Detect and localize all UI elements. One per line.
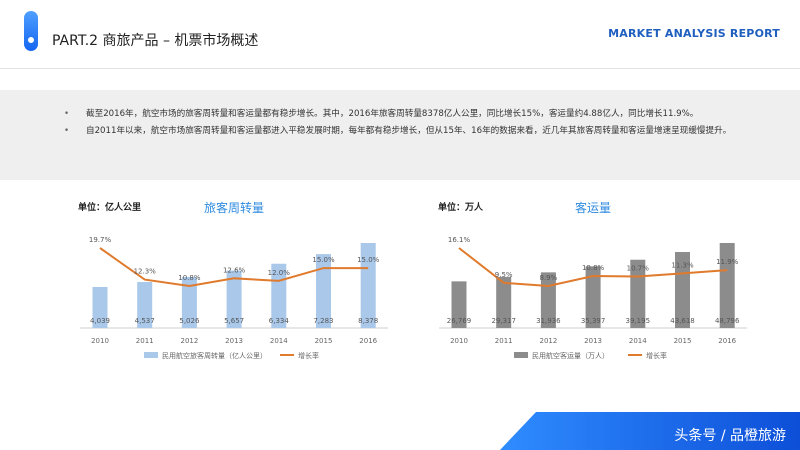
- growth-value-label: 12.6%: [223, 266, 246, 274]
- x-tick-label: 2011: [495, 337, 513, 345]
- bar-value-label: 39,195: [626, 317, 651, 325]
- x-tick-label: 2016: [718, 337, 736, 345]
- chart-title: 旅客周转量: [204, 200, 264, 215]
- summary-bullet: 截至2016年，航空市场的旅客周转量和客运量都有稳步增长。其中，2016年旅客周…: [64, 106, 776, 123]
- bar: [451, 281, 467, 328]
- growth-value-label: 8.9%: [540, 274, 558, 282]
- header-accent-dot: [28, 37, 34, 43]
- legend-line-label: 增长率: [646, 351, 667, 360]
- bar: [585, 266, 601, 328]
- x-tick-label: 2011: [136, 337, 154, 345]
- bar-value-label: 6,334: [269, 317, 290, 325]
- bar: [360, 243, 376, 328]
- legend-line-label: 增长率: [298, 351, 319, 360]
- summary-panel: 截至2016年，航空市场的旅客周转量和客运量都有稳步增长。其中，2016年旅客周…: [0, 90, 800, 180]
- legend-bar-label: 民用航空旅客周转量（亿人公里）: [162, 351, 267, 360]
- growth-value-label: 19.7%: [89, 236, 112, 244]
- bar: [181, 277, 197, 328]
- unit-label: 单位：万人: [438, 201, 484, 213]
- bar: [496, 276, 512, 328]
- header-accent-bar: [24, 11, 38, 51]
- bar: [719, 243, 735, 328]
- growth-value-label: 16.1%: [448, 236, 471, 244]
- growth-value-label: 15.0%: [357, 256, 380, 264]
- bar-value-label: 5,026: [179, 317, 200, 325]
- growth-value-label: 15.0%: [312, 256, 335, 264]
- growth-line: [99, 247, 369, 288]
- report-label: MARKET ANALYSIS REPORT: [608, 27, 780, 40]
- summary-list: 截至2016年，航空市场的旅客周转量和客运量都有稳步增长。其中，2016年旅客周…: [64, 106, 776, 140]
- page-title: PART.2 商旅产品 – 机票市场概述: [52, 33, 259, 49]
- x-tick-label: 2015: [315, 337, 333, 345]
- bar-value-label: 26,769: [447, 317, 472, 325]
- growth-value-label: 10.8%: [178, 274, 201, 282]
- x-tick-label: 2012: [180, 337, 198, 345]
- x-tick-label: 2016: [359, 337, 377, 345]
- growth-line: [458, 247, 728, 288]
- growth-value-label: 9.5%: [495, 271, 513, 279]
- bar-value-label: 8,378: [358, 317, 378, 325]
- bar-value-label: 48,796: [715, 317, 740, 325]
- chart-title: 客运量: [575, 200, 611, 215]
- growth-value-label: 11.9%: [716, 258, 739, 266]
- passenger-turnover-chart: 单位：亿人公里 旅客周转量 4,039 2010 4,537 2011 5,026 2012 5…: [78, 200, 389, 360]
- bar: [316, 254, 331, 328]
- x-tick-label: 2014: [270, 337, 288, 345]
- x-tick-label: 2013: [584, 337, 602, 345]
- x-tick-label: 2010: [450, 337, 468, 345]
- bar-value-label: 29,317: [491, 317, 516, 325]
- bar-value-label: 7,283: [313, 317, 333, 325]
- x-tick-label: 2012: [539, 337, 557, 345]
- bar-value-label: 4,537: [135, 317, 155, 325]
- bar: [137, 281, 153, 328]
- bar: [92, 287, 108, 328]
- watermark: 头条号 / 品橙旅游: [674, 428, 786, 444]
- growth-value-label: 12.0%: [268, 269, 291, 277]
- header-divider: [0, 68, 800, 69]
- growth-value-label: 10.8%: [582, 264, 605, 272]
- bar: [226, 270, 242, 328]
- x-tick-label: 2014: [629, 337, 647, 345]
- growth-value-label: 10.7%: [627, 265, 650, 273]
- legend-bar-swatch: [514, 352, 528, 358]
- legend-bar-swatch: [144, 352, 158, 358]
- bar-value-label: 4,039: [90, 317, 110, 325]
- x-tick-label: 2013: [225, 337, 243, 345]
- footer-band: [500, 412, 800, 450]
- summary-bullet: 自2011年以来，航空市场旅客周转量和客运量都进入平稳发展时期，每年都有稳步增长…: [64, 123, 776, 140]
- unit-label: 单位：亿人公里: [78, 201, 141, 213]
- bar-value-label: 31,936: [536, 317, 561, 325]
- growth-value-label: 12.3%: [134, 268, 157, 276]
- bar-value-label: 5,657: [224, 317, 244, 325]
- x-tick-label: 2010: [91, 337, 109, 345]
- growth-value-label: 11.3%: [671, 261, 694, 269]
- bar: [675, 252, 690, 328]
- x-tick-label: 2015: [674, 337, 692, 345]
- passenger-volume-chart: 单位：万人 客运量 26,769 2010 29,317 2011 31,936 2012 35…: [438, 200, 748, 360]
- bar-value-label: 43,618: [670, 317, 695, 325]
- legend-bar-label: 民用航空客运量（万人）: [532, 351, 609, 360]
- bar-value-label: 35,397: [581, 317, 606, 325]
